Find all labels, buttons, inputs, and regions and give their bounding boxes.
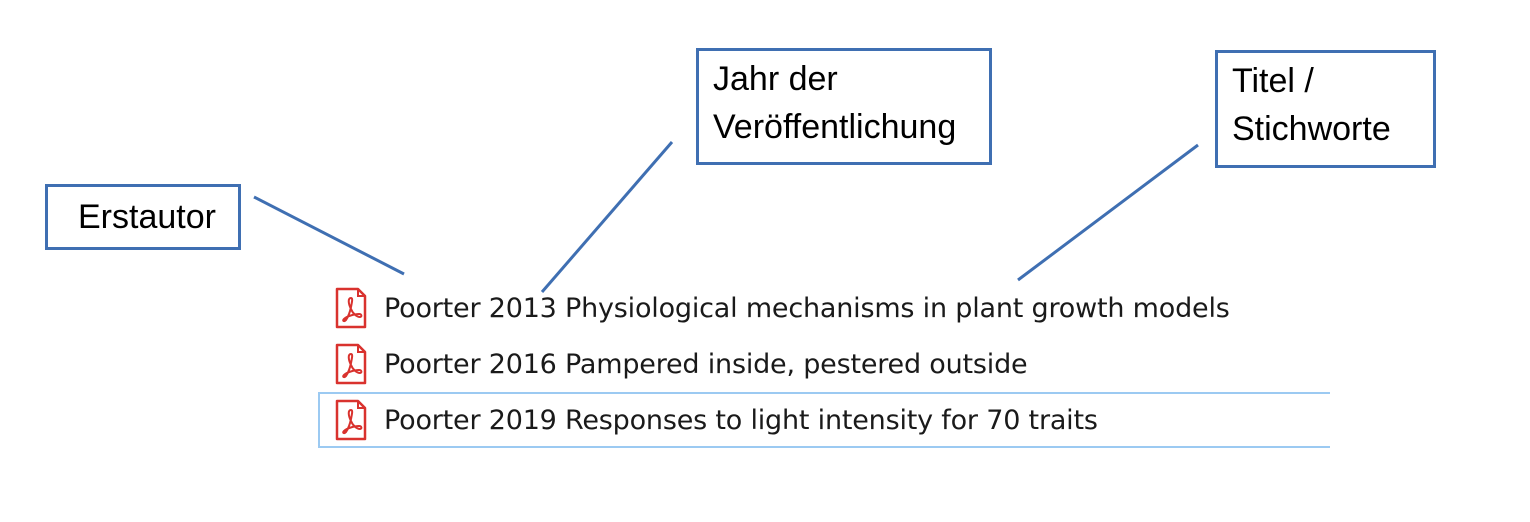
callout-author: Erstautor	[45, 184, 241, 250]
file-row[interactable]: Poorter 2016 Pampered inside, pestered o…	[318, 336, 1330, 392]
callout-year: Jahr der Veröffentlichung	[696, 48, 992, 165]
leader-line-year	[540, 141, 674, 293]
file-row-selected[interactable]: Poorter 2019 Responses to light intensit…	[318, 392, 1330, 448]
pdf-icon	[335, 399, 367, 441]
callout-year-label-line1: Jahr der	[713, 60, 838, 98]
file-name: Poorter 2016 Pampered inside, pestered o…	[384, 348, 1028, 380]
file-row[interactable]: Poorter 2013 Physiological mechanisms in…	[318, 280, 1330, 336]
callout-title-label-line1: Titel /	[1232, 62, 1314, 100]
callout-year-label-line2: Veröffentlichung	[713, 108, 957, 146]
file-name: Poorter 2013 Physiological mechanisms in…	[384, 292, 1230, 324]
pdf-icon	[335, 287, 367, 329]
file-name: Poorter 2019 Responses to light intensit…	[384, 404, 1098, 436]
pdf-icon	[335, 343, 367, 385]
callout-title: Titel / Stichworte	[1215, 50, 1436, 168]
callout-author-label: Erstautor	[78, 198, 216, 236]
callout-title-label-line2: Stichworte	[1232, 110, 1391, 148]
file-list: Poorter 2013 Physiological mechanisms in…	[318, 280, 1330, 448]
leader-line-author	[253, 195, 405, 276]
leader-line-title	[1017, 143, 1199, 282]
